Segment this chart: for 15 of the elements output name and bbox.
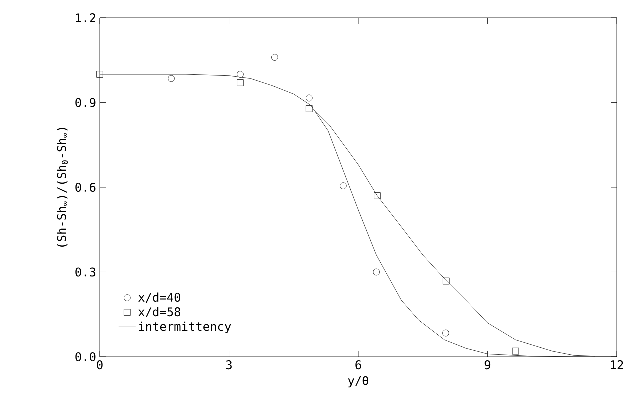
y-tick-label: 0.9 (76, 98, 96, 108)
legend-label: x/d=40 (138, 292, 181, 303)
x-tick-label: 9 (484, 360, 491, 370)
y-tick-label: 1.2 (76, 14, 96, 22)
y-tick-label: 0.3 (76, 268, 96, 277)
x-axis-title: y/θ (348, 376, 368, 388)
legend-label: intermittency (139, 322, 232, 334)
y-tick-label: 0.6 (76, 182, 96, 192)
x-tick-label: 0 (97, 360, 103, 370)
x-tick-label: 6 (356, 360, 362, 370)
x-tick-label: 3 (226, 360, 232, 370)
x-tick-label: 12 (611, 360, 624, 370)
y-axis-title: (Sh-Sh$_{∞}$)/(Sh$_{0}$-Sh$_{∞}$) (57, 128, 68, 247)
legend-label: x/d=58 (138, 307, 181, 318)
y-tick-label: 0.0 (76, 352, 96, 362)
